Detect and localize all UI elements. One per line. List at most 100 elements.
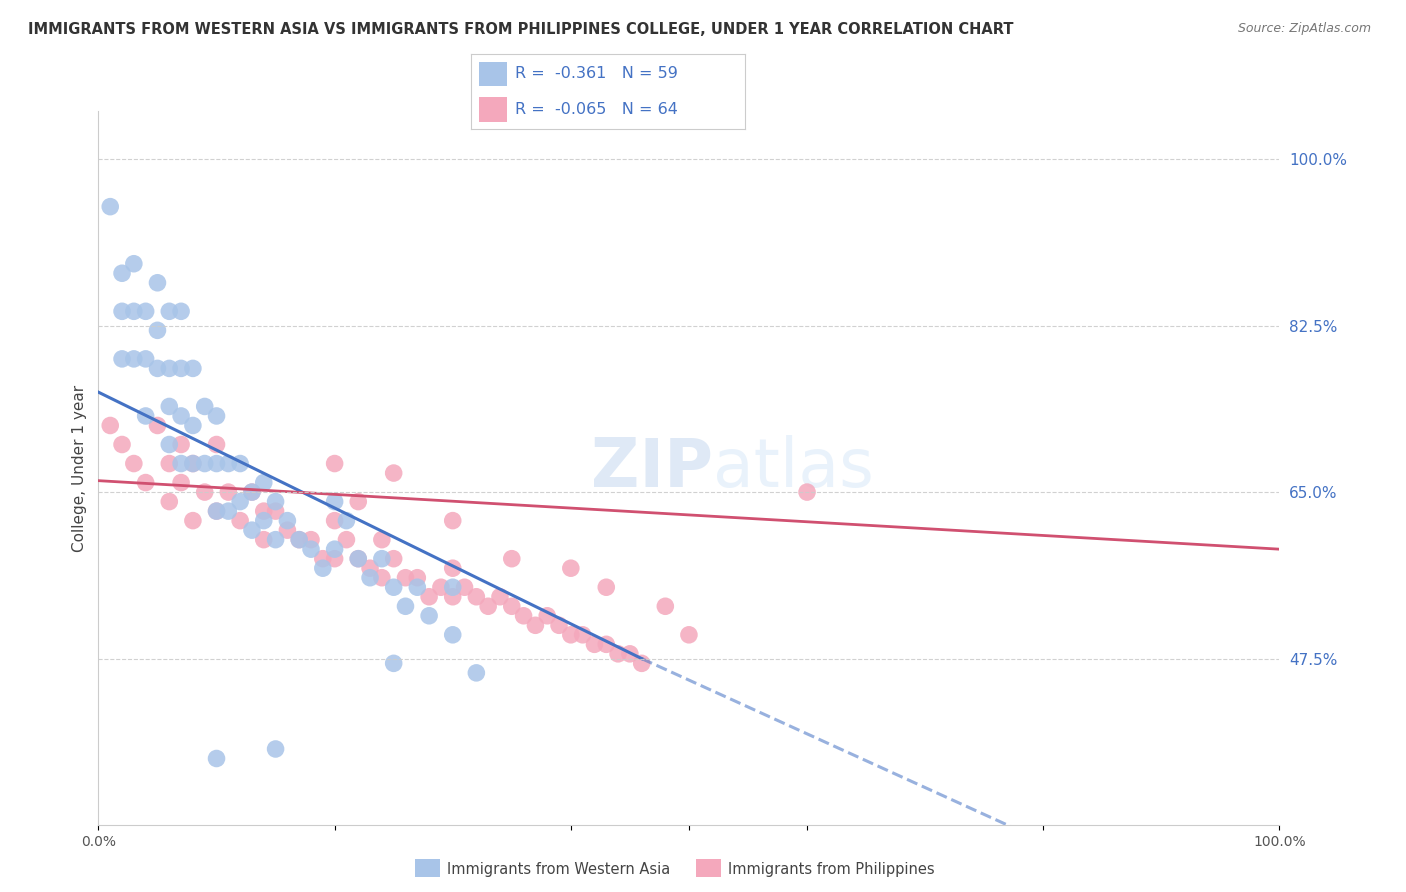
Point xyxy=(678,628,700,642)
Text: Immigrants from Western Asia: Immigrants from Western Asia xyxy=(447,863,671,877)
Text: R =  -0.065   N = 64: R = -0.065 N = 64 xyxy=(515,102,678,117)
Point xyxy=(122,304,145,318)
Y-axis label: College, Under 1 year: College, Under 1 year xyxy=(72,384,87,552)
Point xyxy=(240,485,263,500)
FancyBboxPatch shape xyxy=(479,62,506,87)
Point xyxy=(111,351,134,366)
Point xyxy=(181,418,204,433)
Point xyxy=(571,628,593,642)
Point xyxy=(217,485,239,500)
Text: atlas: atlas xyxy=(713,435,873,501)
Point xyxy=(194,485,217,500)
Point xyxy=(501,599,523,614)
Point xyxy=(560,561,582,575)
Point xyxy=(406,571,429,585)
Point xyxy=(240,523,263,537)
Point xyxy=(205,504,228,518)
Point xyxy=(181,457,204,471)
Point xyxy=(122,257,145,271)
Point xyxy=(157,400,180,414)
Point xyxy=(146,323,169,337)
Point xyxy=(205,409,228,423)
Point xyxy=(157,437,180,451)
Point xyxy=(477,599,499,614)
Point xyxy=(335,533,357,547)
Point xyxy=(382,657,405,671)
Point xyxy=(288,533,311,547)
Point xyxy=(276,514,298,528)
Point xyxy=(253,475,276,490)
Point xyxy=(312,551,335,566)
Point xyxy=(229,494,252,508)
Point xyxy=(583,637,606,651)
Point xyxy=(157,361,180,376)
Point xyxy=(146,418,169,433)
Point xyxy=(229,514,252,528)
Point xyxy=(536,608,558,623)
Point xyxy=(157,304,180,318)
Point xyxy=(524,618,547,632)
Point xyxy=(418,608,440,623)
Point xyxy=(217,504,239,518)
Point xyxy=(217,457,239,471)
Point xyxy=(170,304,193,318)
Point xyxy=(170,437,193,451)
Point xyxy=(111,437,134,451)
Point xyxy=(382,466,405,480)
Point xyxy=(323,457,346,471)
FancyBboxPatch shape xyxy=(479,97,506,122)
Point xyxy=(619,647,641,661)
Point xyxy=(181,361,204,376)
Point xyxy=(122,457,145,471)
Point xyxy=(453,580,475,594)
Point xyxy=(465,590,488,604)
Point xyxy=(122,351,145,366)
Point xyxy=(595,637,617,651)
Point xyxy=(170,475,193,490)
Point xyxy=(347,551,370,566)
Point xyxy=(194,400,217,414)
Text: R =  -0.361   N = 59: R = -0.361 N = 59 xyxy=(515,67,678,81)
Point xyxy=(205,457,228,471)
Point xyxy=(595,580,617,594)
Point xyxy=(264,504,287,518)
Point xyxy=(312,561,335,575)
Point xyxy=(98,418,121,433)
Point xyxy=(135,304,157,318)
Point xyxy=(418,590,440,604)
Point xyxy=(264,533,287,547)
Point xyxy=(111,304,134,318)
Point xyxy=(441,628,464,642)
Point xyxy=(205,504,228,518)
Point xyxy=(170,457,193,471)
Point xyxy=(359,571,381,585)
Text: Immigrants from Philippines: Immigrants from Philippines xyxy=(728,863,935,877)
Point xyxy=(299,542,322,557)
Point xyxy=(170,409,193,423)
Point xyxy=(157,494,180,508)
Text: ZIP: ZIP xyxy=(591,435,713,501)
Point xyxy=(512,608,534,623)
Point xyxy=(253,504,276,518)
Point xyxy=(135,351,157,366)
Point xyxy=(371,571,394,585)
Point xyxy=(501,551,523,566)
Point xyxy=(264,494,287,508)
Point xyxy=(205,751,228,765)
Point xyxy=(323,551,346,566)
Point xyxy=(98,200,121,214)
Point xyxy=(347,551,370,566)
Point xyxy=(181,457,204,471)
Point xyxy=(111,266,134,280)
Point xyxy=(253,533,276,547)
Point xyxy=(382,580,405,594)
Point xyxy=(441,580,464,594)
Point xyxy=(335,514,357,528)
Point xyxy=(654,599,676,614)
Point xyxy=(548,618,571,632)
Point xyxy=(347,494,370,508)
Point xyxy=(253,514,276,528)
Point xyxy=(135,475,157,490)
Point xyxy=(796,485,818,500)
Text: Source: ZipAtlas.com: Source: ZipAtlas.com xyxy=(1237,22,1371,36)
